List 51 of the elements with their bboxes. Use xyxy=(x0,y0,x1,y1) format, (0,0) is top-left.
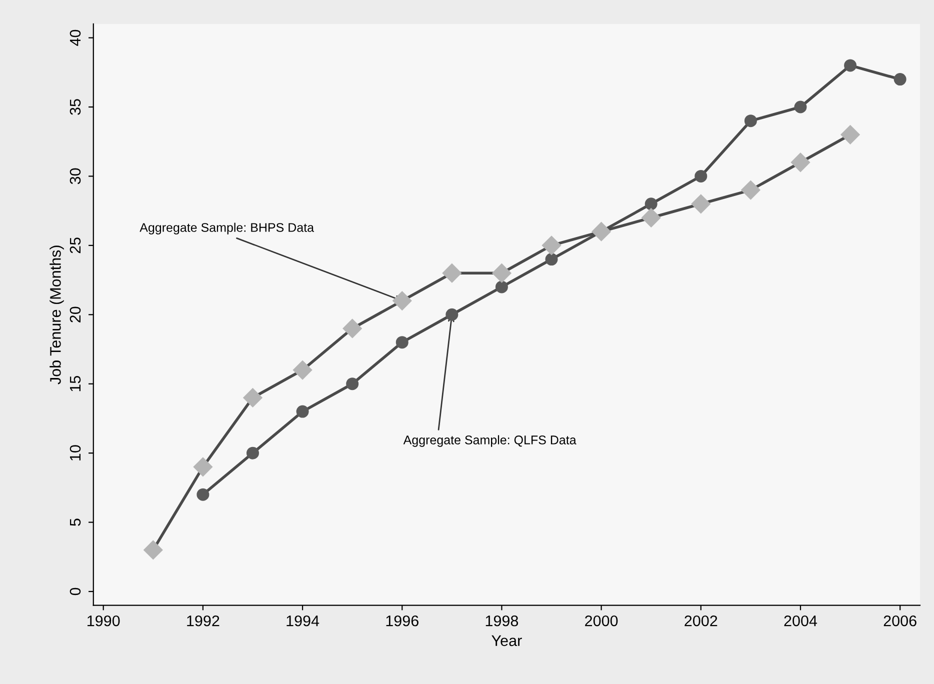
x-tick-label: 2004 xyxy=(784,615,818,626)
x-tick-label: 2002 xyxy=(684,615,718,626)
point xyxy=(592,222,611,242)
point xyxy=(342,318,362,338)
annotation: Aggregate Sample: BHPS Data xyxy=(140,222,314,234)
x-tick-label: 1990 xyxy=(88,615,120,626)
y-tick-label: 15 xyxy=(70,376,81,392)
point xyxy=(844,59,857,72)
x-tick-label: 2006 xyxy=(884,615,916,626)
point xyxy=(495,280,508,294)
x-tick-label: 1992 xyxy=(187,615,220,626)
point xyxy=(296,405,309,418)
y-tick-label: 20 xyxy=(70,306,81,322)
point xyxy=(744,114,757,128)
x-tick-label: 1996 xyxy=(386,615,418,626)
point xyxy=(392,291,412,310)
point xyxy=(691,194,710,214)
y-tick-label: 35 xyxy=(70,99,81,115)
point xyxy=(542,236,562,255)
y-tick-label: 0 xyxy=(70,588,81,596)
point xyxy=(545,253,558,266)
point xyxy=(246,446,259,460)
point xyxy=(492,264,512,283)
point xyxy=(144,540,163,560)
point xyxy=(642,208,661,228)
y-tick-label: 40 xyxy=(70,30,81,46)
point xyxy=(243,388,262,408)
point xyxy=(193,457,212,476)
x-tick-label: 1998 xyxy=(486,615,518,626)
point xyxy=(442,264,462,283)
point xyxy=(894,73,906,86)
y-tick-label: 10 xyxy=(70,445,81,460)
y-axis-title: Job Tenure (Months) xyxy=(50,246,64,384)
point xyxy=(293,360,312,380)
y-tick-label: 5 xyxy=(70,518,81,526)
y-tick-label: 25 xyxy=(70,238,81,254)
point xyxy=(694,170,708,182)
x-tick-label: 1994 xyxy=(286,615,320,626)
point xyxy=(790,152,810,172)
x-axis-title: Year xyxy=(492,635,522,646)
x-tick-label: 2000 xyxy=(585,615,618,626)
point xyxy=(446,308,458,321)
y-tick-label: 30 xyxy=(70,168,81,184)
point xyxy=(346,378,359,390)
point xyxy=(396,336,408,349)
point xyxy=(794,100,807,114)
point xyxy=(840,125,860,144)
annotation: Aggregate Sample: QLFS Data xyxy=(403,435,576,447)
point xyxy=(644,198,658,210)
point xyxy=(741,180,760,200)
point xyxy=(196,488,210,501)
